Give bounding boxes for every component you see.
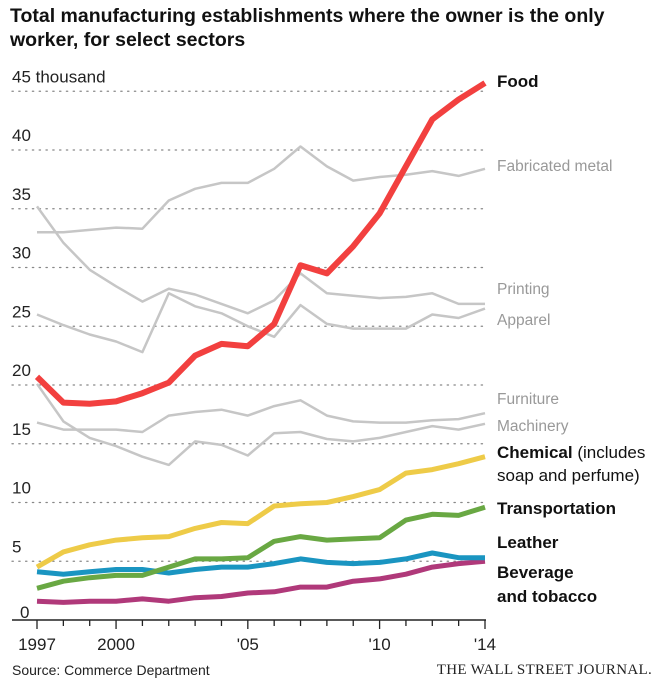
x-tick-label: '05 xyxy=(237,635,259,654)
series-line-printing xyxy=(35,205,485,315)
x-tick-label: '10 xyxy=(369,635,391,654)
series-label-line2: soap and perfume) xyxy=(497,466,640,485)
series-label: Beverage xyxy=(497,563,574,582)
x-tick-label: '14 xyxy=(474,635,496,654)
y-tick-label: 30 xyxy=(12,244,31,263)
series-line-chemical-includes-soap-and-perfume- xyxy=(35,454,486,570)
series-line-machinery xyxy=(35,383,486,467)
series-line-food xyxy=(34,80,487,407)
series-line-transportation xyxy=(36,504,486,591)
series-label-line2: and tobacco xyxy=(497,587,597,606)
series-label: Fabricated metal xyxy=(497,158,612,175)
series-label: Food xyxy=(497,72,539,91)
chart-title: Total manufacturing establishments where… xyxy=(10,5,605,51)
x-tick-label: 2000 xyxy=(97,635,135,654)
y-tick-label: 40 xyxy=(12,126,31,145)
y-tick-label: 20 xyxy=(12,361,31,380)
series-line-beverage-and-tobacco xyxy=(36,558,486,605)
y-tick-label: 35 xyxy=(12,185,31,204)
series-line-fabricated-metal xyxy=(37,145,486,234)
y-tick-label: 45 thousand xyxy=(12,67,106,86)
series-line-leather xyxy=(36,550,485,577)
y-tick-label: 25 xyxy=(12,302,31,321)
y-tick-label: 0 xyxy=(20,603,29,622)
series-label: Apparel xyxy=(497,312,550,329)
source-note: Source: Commerce Department xyxy=(12,662,210,678)
series-label: Printing xyxy=(497,281,550,298)
series-label-suffix: (includes xyxy=(573,443,646,462)
x-tick-label: 1997 xyxy=(18,635,56,654)
series-line-furniture xyxy=(36,399,486,434)
series-label: Leather xyxy=(497,533,559,552)
series-label: Furniture xyxy=(497,391,559,408)
series-label: Machinery xyxy=(497,418,569,435)
y-tick-label: 10 xyxy=(12,479,31,498)
series-label: Transportation xyxy=(497,499,616,518)
series-label: Chemical (includes xyxy=(497,443,645,462)
publisher-logo: THE WALL STREET JOURNAL. xyxy=(436,662,652,678)
y-tick-label: 15 xyxy=(12,420,31,439)
y-tick-label: 5 xyxy=(12,537,21,556)
series-line-apparel xyxy=(36,292,486,354)
